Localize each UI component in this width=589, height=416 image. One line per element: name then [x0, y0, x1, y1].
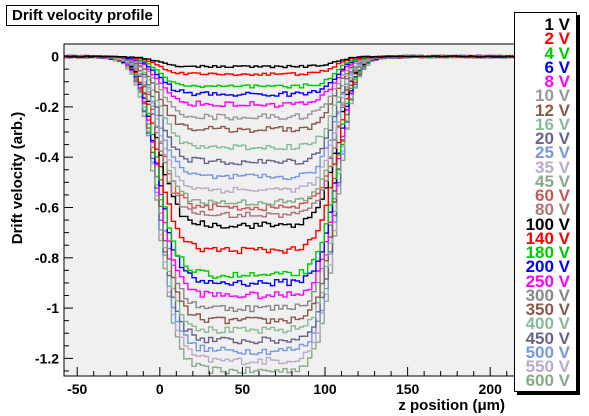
y-tick-label: -0.2 — [35, 99, 59, 115]
legend-entry: 450 V — [525, 328, 570, 348]
x-tick-label: -50 — [67, 381, 87, 397]
legend-entry: 350 V — [525, 300, 570, 319]
legend-entry: 200 V — [525, 257, 570, 277]
chart-title: Drift velocity profile — [6, 5, 159, 26]
legend-entry: 400 V — [525, 314, 570, 334]
legend-entry: 180 V — [525, 243, 570, 262]
legend-entry: 6 V — [544, 57, 570, 77]
legend-entry: 550 V — [525, 357, 570, 376]
axis-layer: -50 0 50 100 150 200 0 -0.2 -0.4 -0.6 -0.8 -1 -1.2 — [35, 49, 508, 397]
legend-entry: 80 V — [535, 200, 570, 220]
y-tick-label: 0 — [51, 49, 59, 65]
y-tick-label: -0.4 — [35, 149, 59, 165]
x-tick-label: 200 — [479, 381, 503, 397]
x-tick-label: 150 — [396, 381, 420, 397]
legend-entry: 300 V — [525, 285, 570, 305]
legend-entry: 20 V — [535, 129, 570, 148]
legend-entry: 8 V — [544, 72, 570, 91]
y-tick-label: -0.6 — [35, 199, 59, 215]
legend-entry: 16 V — [535, 114, 570, 134]
x-axis-label: z position (μm) — [398, 397, 505, 414]
legend-entry: 250 V — [525, 271, 570, 291]
plot-background — [64, 44, 515, 376]
y-axis-label: Drift velocity (arb.) — [9, 112, 26, 245]
legend-entry: 10 V — [535, 86, 570, 106]
x-tick-label: 100 — [313, 381, 337, 397]
legend-entry: 1 V — [544, 15, 570, 34]
legend-entry: 60 V — [535, 186, 570, 205]
legend-entry: 600 V — [525, 371, 570, 391]
legend-entry: 35 V — [535, 157, 570, 177]
legend-entry: 4 V — [544, 43, 570, 63]
series-layer — [64, 54, 515, 375]
x-tick-label: 50 — [235, 381, 251, 397]
y-tick-label: -1.2 — [35, 350, 59, 366]
legend-entry: 2 V — [544, 29, 570, 49]
series-line — [64, 55, 515, 69]
legend-entry: 12 V — [535, 100, 570, 120]
legend-entry: 45 V — [535, 171, 570, 191]
legend-entry: 25 V — [535, 143, 570, 163]
y-tick-label: -0.8 — [35, 250, 59, 266]
x-tick-label: 0 — [156, 381, 164, 397]
legend-entry: 100 V — [525, 214, 570, 234]
y-tick-label: -1 — [47, 300, 60, 316]
legend-entry: 140 V — [525, 228, 570, 248]
legend-entry: 500 V — [525, 342, 570, 362]
